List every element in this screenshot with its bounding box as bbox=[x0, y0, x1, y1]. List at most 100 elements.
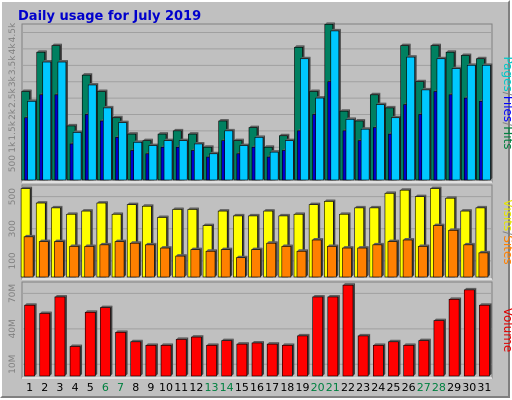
bar-hits-top bbox=[21, 89, 32, 92]
bar-pages bbox=[451, 66, 463, 181]
x-tick-label: 2 bbox=[41, 381, 48, 394]
bar-volume-face bbox=[69, 346, 81, 377]
bar-volume-face bbox=[145, 345, 157, 377]
bar-sites-top bbox=[296, 249, 308, 252]
bar-pages-face bbox=[239, 145, 249, 181]
bar-hits-top bbox=[309, 89, 320, 92]
bar-sites-face bbox=[463, 244, 474, 278]
x-tick-label: 29 bbox=[447, 381, 461, 394]
bar-volume-face bbox=[100, 307, 111, 377]
bar-volume-face bbox=[266, 343, 278, 377]
axis-label-part: Files bbox=[501, 96, 512, 122]
bar-sites-face bbox=[311, 239, 322, 278]
bar-pages bbox=[239, 143, 250, 181]
x-tick-label: 18 bbox=[280, 381, 294, 394]
bar-pages bbox=[375, 102, 387, 181]
bar-pages-top bbox=[406, 55, 417, 58]
bar-volume-side bbox=[110, 305, 113, 376]
y-tick-label: 4k bbox=[8, 43, 18, 55]
bar-volume-top bbox=[115, 330, 128, 333]
bar-volume-side bbox=[201, 335, 204, 376]
bar-volume bbox=[130, 339, 143, 377]
bar-sites-top bbox=[478, 250, 490, 253]
bar-visits-top bbox=[339, 212, 351, 215]
bar-visits-top bbox=[384, 191, 396, 194]
bar-sites-top bbox=[448, 228, 460, 231]
bar-hits-top bbox=[127, 132, 138, 135]
bar-sites-side bbox=[427, 244, 430, 277]
bar-sites-face bbox=[357, 247, 367, 278]
bar-pages bbox=[300, 56, 311, 181]
x-axis-labels: 1 2 3 4 5 6 7 8 9 10 11 12 13 14 15 16 17 18 19 20 21 22 23 24 2… bbox=[26, 381, 491, 394]
axis-label-volume: Volume bbox=[501, 308, 512, 353]
bar-volume-side bbox=[337, 294, 340, 376]
x-tick-label: 16 bbox=[250, 381, 264, 394]
bar-pages-face bbox=[451, 68, 461, 181]
bar-volume-top bbox=[161, 343, 174, 346]
bar-sites-side bbox=[366, 246, 369, 277]
bar-volume-top bbox=[100, 305, 113, 308]
bar-hits-top bbox=[173, 128, 184, 131]
bar-sites bbox=[23, 234, 36, 278]
bar-volume bbox=[297, 333, 310, 377]
bar-pages bbox=[466, 63, 478, 181]
bar-sites-side bbox=[260, 247, 263, 277]
bar-sites-side bbox=[184, 254, 187, 277]
bar-pages-face bbox=[133, 142, 143, 181]
bar-pages-top bbox=[148, 143, 159, 146]
bar-volume bbox=[433, 318, 446, 377]
x-tick-label: 28 bbox=[432, 381, 446, 394]
bar-pages-face bbox=[315, 97, 324, 181]
bar-sites-face bbox=[99, 244, 110, 278]
bar-visits-top bbox=[309, 202, 321, 205]
bar-visits-top bbox=[415, 194, 427, 197]
bar-volume-face bbox=[418, 340, 430, 377]
bar-volume-face bbox=[24, 304, 35, 377]
bar-volume-side bbox=[368, 333, 371, 376]
bar-volume-face bbox=[130, 341, 142, 377]
x-tick-label: 25 bbox=[386, 381, 400, 394]
bar-pages-face bbox=[118, 122, 127, 181]
bar-pages bbox=[360, 127, 372, 181]
bar-sites-face bbox=[236, 257, 246, 278]
bar-pages-top bbox=[209, 151, 220, 154]
bar-pages-face bbox=[209, 153, 218, 181]
bar-pages-face bbox=[72, 132, 82, 181]
bar-pages-top bbox=[391, 115, 402, 118]
bar-sites-face bbox=[266, 242, 276, 278]
bar-volume-side bbox=[413, 343, 416, 376]
bar-pages-top bbox=[239, 143, 250, 146]
bar-sites bbox=[433, 223, 445, 278]
bar-sites bbox=[463, 242, 475, 278]
bar-volume-side bbox=[49, 311, 52, 376]
bar-sites-top bbox=[403, 238, 415, 241]
bar-volume bbox=[175, 337, 189, 377]
y-tick-label: 10M bbox=[8, 355, 18, 374]
axis-label-traffic: Pages/Files/Hits bbox=[501, 56, 512, 149]
bar-visits-top bbox=[233, 213, 245, 216]
bar-visits-top bbox=[142, 204, 154, 207]
bar-volume-top bbox=[130, 339, 143, 342]
bar-sites-face bbox=[402, 239, 413, 278]
x-tick-label: 31 bbox=[477, 381, 491, 394]
bar-volume-side bbox=[352, 283, 355, 376]
bar-volume-side bbox=[125, 330, 128, 376]
bar-volume bbox=[327, 294, 340, 377]
bar-volume bbox=[100, 305, 113, 377]
bar-volume bbox=[221, 338, 234, 377]
bar-sites-face bbox=[190, 249, 201, 278]
bar-sites-side bbox=[245, 255, 248, 277]
bar-volume-side bbox=[231, 338, 234, 376]
y-tick-label: 4.5k bbox=[8, 22, 18, 42]
bar-hits-top bbox=[233, 138, 244, 141]
bar-volume-side bbox=[95, 310, 98, 376]
bar-pages-top bbox=[315, 96, 326, 99]
bar-sites-top bbox=[418, 244, 430, 247]
bar-visits-top bbox=[81, 209, 93, 212]
bar-sites-side bbox=[487, 250, 490, 277]
bar-sites-top bbox=[387, 239, 399, 242]
bar-pages bbox=[209, 151, 220, 181]
x-tick-label: 13 bbox=[205, 381, 219, 394]
bar-pages-top bbox=[194, 141, 205, 144]
bar-hits-top bbox=[476, 56, 487, 59]
